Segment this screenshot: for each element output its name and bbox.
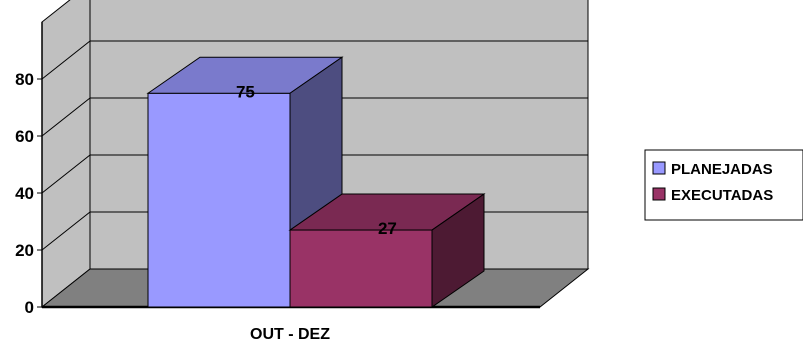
bar-front bbox=[289, 229, 433, 308]
category-label: OUT - DEZ bbox=[250, 326, 330, 341]
legend-swatch bbox=[652, 161, 666, 175]
data-label: 27 bbox=[378, 219, 397, 238]
data-labels: 75 27 bbox=[236, 82, 397, 238]
data-label: 75 bbox=[236, 82, 255, 101]
side-wall bbox=[41, 0, 91, 309]
y-tick-label: 20 bbox=[15, 241, 34, 260]
y-tick-label: 60 bbox=[15, 127, 34, 146]
gridline-side bbox=[41, 40, 91, 80]
y-tick-label: 80 bbox=[15, 70, 34, 89]
legend: PLANEJADAS EXECUTADAS bbox=[644, 149, 803, 221]
legend-swatch bbox=[652, 187, 666, 201]
legend-label: PLANEJADAS bbox=[671, 161, 773, 178]
legend-label: EXECUTADAS bbox=[671, 187, 773, 204]
gridline-side bbox=[41, 211, 91, 251]
gridline-side bbox=[41, 154, 91, 194]
legend-box bbox=[644, 149, 803, 221]
bars bbox=[146, 56, 486, 308]
bar-front bbox=[147, 92, 291, 308]
bar-side bbox=[431, 193, 485, 308]
category-axis: OUT - DEZ bbox=[250, 326, 330, 343]
y-tick-label: 40 bbox=[15, 184, 34, 203]
y-tick-label: 0 bbox=[25, 298, 34, 317]
gridline-side bbox=[41, 97, 91, 137]
